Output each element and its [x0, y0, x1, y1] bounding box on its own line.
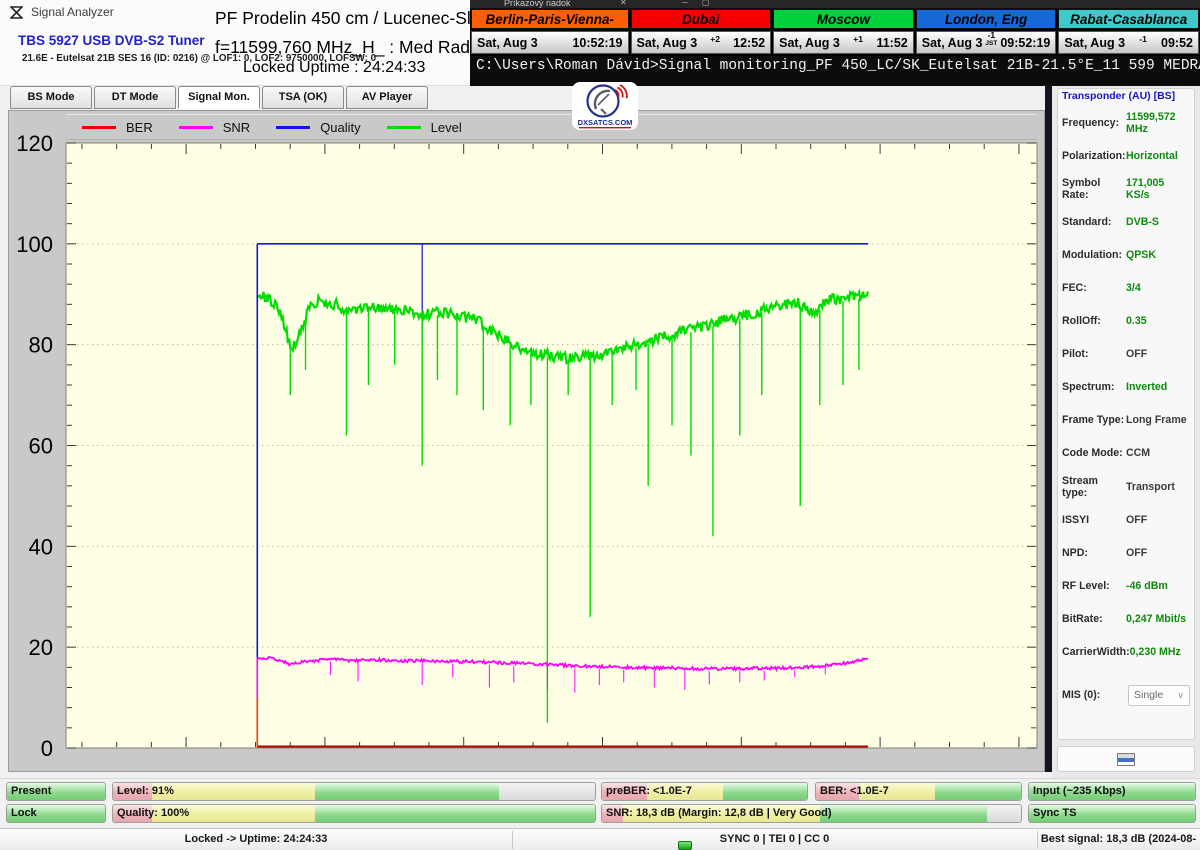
tuner-name: TBS 5927 USB DVB-S2 Tuner	[18, 33, 205, 48]
legend-item-snr: SNR	[178, 120, 250, 135]
clock-datetime: Sat, Aug 3 +2 12:52	[630, 31, 772, 54]
clock-datetime: Sat, Aug 3 10:52:19	[471, 31, 629, 54]
satellite-dish-icon: DXSATCS.COM	[578, 84, 633, 129]
transponder-card: Transponder (AU) [BS] Frequency: 11599,57…	[1057, 88, 1195, 740]
transponder-row: FEC: 3/4	[1062, 282, 1141, 295]
window-gap	[1045, 85, 1052, 772]
window-title: Signal Analyzer	[31, 5, 114, 19]
svg-text:0: 0	[41, 736, 53, 761]
panel-toggle-button[interactable]	[1057, 746, 1195, 772]
syncts-bar: Sync TS	[1028, 804, 1196, 823]
transponder-row: Frame Type: Long Frame	[1062, 414, 1187, 427]
tab-bs-mode[interactable]: BS Mode	[10, 86, 92, 109]
mis-label: MIS (0):	[1062, 689, 1101, 702]
statusbar-sync: SYNC 0 | TEI 0 | CC 0	[719, 833, 830, 845]
tab-bar: BS Mode DT Mode Signal Mon. TSA (OK) AV Play…	[10, 86, 428, 109]
tab-av-player[interactable]: AV Player	[346, 86, 428, 109]
transponder-row: Modulation: QPSK	[1062, 248, 1157, 261]
minimize-maximize-icons[interactable]: ─ ▢	[682, 0, 716, 7]
transponder-row: Pilot: OFF	[1062, 348, 1148, 361]
status-bars: Present Level: 91% preBER: <1.0E-7 BER: <1.…	[0, 778, 1200, 828]
svg-text:120: 120	[16, 131, 53, 156]
cmd-titlebar: Príkazový riadok ✕ ─ ▢	[470, 0, 1200, 8]
transponder-row: Symbol Rate: 171,005 KS/s	[1062, 176, 1165, 201]
transponder-row: BitRate: 0,247 Mbit/s	[1062, 612, 1187, 625]
transponder-row: NPD: OFF	[1062, 546, 1148, 559]
quality-bar: Quality: 100%	[112, 804, 596, 823]
resize-grip[interactable]: ⋰	[1187, 834, 1198, 845]
level-bar: Level: 91%	[112, 782, 596, 801]
svg-text:60: 60	[29, 434, 53, 459]
lock-bar: Lock	[6, 804, 106, 823]
cmd-window-title: Príkazový riadok	[504, 0, 571, 8]
chart-legend: BER SNR Quality Level	[66, 114, 1037, 140]
antenna-location: PF Prodelin 450 cm / Lucenec-Slovakia	[215, 8, 522, 28]
clock-datetime: Sat, Aug 3 -1 09:52	[1058, 31, 1199, 54]
tab-tsa-ok-[interactable]: TSA (OK)	[262, 86, 344, 109]
statusbar-uptime: Locked -> Uptime: 24:24:33	[184, 833, 328, 845]
close-icon[interactable]: ✕	[620, 0, 627, 7]
tab-dt-mode[interactable]: DT Mode	[94, 86, 176, 109]
clock-datetime: Sat, Aug 3 +1 11:52	[773, 31, 914, 54]
svg-text:DXSATCS.COM: DXSATCS.COM	[578, 118, 633, 127]
legend-item-quality: Quality	[276, 120, 361, 135]
clock-column: London, Eng Sat, Aug 3 -1 JST 09:52:19	[915, 9, 1057, 56]
frequency-service: f=11599,760 MHz_H_ : Med Radio	[215, 37, 484, 57]
command-prompt-window: Príkazový riadok ✕ ─ ▢ Berlin-Paris-Vien…	[470, 0, 1200, 86]
svg-text:40: 40	[29, 534, 53, 559]
statusbar: Locked -> Uptime: 24:24:33 SYNC 0 | TEI …	[0, 828, 1200, 850]
locked-uptime: Locked Uptime : 24:24:33	[243, 59, 426, 76]
clock-city: Dubai	[630, 9, 772, 29]
present-bar: Present	[6, 782, 106, 801]
clock-column: Rabat-Casablanca Sat, Aug 3 -1 09:52	[1058, 9, 1199, 56]
transponder-row: RollOff: 0.35	[1062, 315, 1147, 328]
transponder-row: CarrierWidth: 0,230 MHz	[1062, 646, 1181, 659]
satellite-info: 21.6E - Eutelsat 21B SES 16 (ID: 0216) @…	[22, 53, 377, 64]
clock-datetime: Sat, Aug 3 -1 JST 09:52:19	[915, 31, 1057, 54]
clock-column: Dubai Sat, Aug 3 +2 12:52	[630, 9, 772, 56]
dxsatcs-logo: DXSATCS.COM	[572, 82, 638, 130]
app-icon	[10, 6, 23, 19]
mis-dropdown[interactable]: Single ∨	[1128, 684, 1190, 706]
taskbar-peek-icon	[678, 841, 692, 850]
legend-item-ber: BER	[82, 120, 153, 135]
signal-chart-frame: 0 20 40 60 80 100 120 BER SNR Quality Level	[8, 110, 1045, 772]
transponder-row: Standard: DVB-S	[1062, 215, 1159, 228]
clock-city: Moscow	[773, 9, 914, 29]
list-layout-icon	[1117, 752, 1135, 766]
transponder-panel: Transponder (AU) [BS] Frequency: 11599,57…	[1052, 85, 1200, 778]
tab-signal-mon-[interactable]: Signal Mon.	[178, 86, 260, 109]
transponder-row: Code Mode: CCM	[1062, 447, 1151, 460]
clock-column: Berlin-Paris-Vienna-RomaSat, Aug 310:52:…	[471, 9, 629, 56]
mis-value: Single	[1134, 689, 1164, 702]
input-bar: Input (~235 Kbps)	[1028, 782, 1196, 801]
svg-text:100: 100	[16, 232, 53, 257]
transponder-title: Transponder (AU) [BS]	[1062, 90, 1176, 102]
clock-city: London, Eng	[915, 9, 1057, 29]
transponder-row: Frequency: 11599,572 MHz	[1062, 110, 1176, 135]
transponder-rows: Frequency: 11599,572 MHz Polarization: Hori…	[1058, 106, 1194, 669]
statusbar-best-signal: Best signal: 18,3 dB (2024-08-02 10:48)	[1040, 833, 1197, 845]
snr-bar: SNR: 18,3 dB (Margin: 12,8 dB | Very Goo…	[601, 804, 1022, 823]
world-clocks: Berlin-Paris-Vienna-RomaSat, Aug 310:52:…	[470, 9, 1200, 56]
mis-row: MIS (0): Single ∨	[1058, 684, 1194, 706]
ber-bar: BER: <1.0E-7	[815, 782, 1022, 801]
command-line-text: C:\Users\Roman Dávid>Signal monitoring_P…	[476, 58, 1200, 74]
preber-bar: preBER: <1.0E-7	[601, 782, 808, 801]
titlebar: Signal Analyzer	[0, 0, 470, 24]
svg-text:20: 20	[29, 635, 53, 660]
svg-text:80: 80	[29, 333, 53, 358]
clock-column: Moscow Sat, Aug 3 +1 11:52	[773, 9, 914, 56]
transponder-row: Spectrum: Inverted	[1062, 381, 1168, 394]
transponder-row: Polarization: Horizontal	[1062, 149, 1178, 162]
clock-city: Berlin-Paris-Vienna-Roma	[471, 9, 629, 46]
signal-chart: 0 20 40 60 80 100 120	[16, 131, 1038, 761]
transponder-row: ISSYI OFF	[1062, 513, 1148, 526]
transponder-row: RF Level: -46 dBm	[1062, 579, 1168, 592]
clock-city: Rabat-Casablanca	[1058, 9, 1199, 29]
transponder-row: Stream type: Transport	[1062, 474, 1175, 499]
chevron-down-icon: ∨	[1177, 689, 1184, 700]
legend-item-level: Level	[386, 120, 462, 135]
